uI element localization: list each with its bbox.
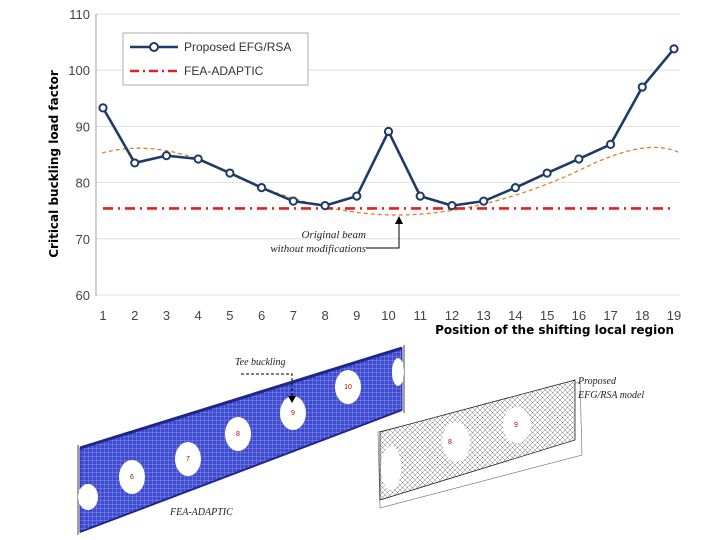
data-point	[288, 196, 298, 206]
annotation-arrow	[366, 222, 400, 249]
efg-web-panel	[379, 379, 576, 501]
x-tick-label: 15	[540, 308, 554, 323]
data-point	[225, 168, 235, 178]
fea-top-flange	[79, 346, 403, 450]
legend-label-efg: Proposed EFG/RSA	[184, 40, 291, 54]
legend-label-fea: FEA-ADAPTIC	[184, 64, 264, 78]
x-tick-label: 10	[381, 308, 395, 323]
y-tick-label: 110	[69, 7, 90, 22]
fea-label: FEA-ADAPTIC	[169, 507, 233, 518]
data-point	[161, 151, 172, 161]
fea-hole-8	[225, 417, 251, 451]
x-tick-label: 4	[195, 308, 202, 323]
fea-hole-9	[280, 396, 306, 430]
x-tick-label: 2	[131, 308, 138, 323]
data-point	[574, 154, 584, 164]
x-tick-label: 13	[476, 308, 490, 323]
tee-buckling-label: Tee buckling	[235, 357, 285, 368]
y-tick-label: 60	[76, 288, 90, 303]
data-point	[415, 191, 425, 201]
fea-mesh-image: 6 7 8 9 10	[77, 345, 405, 535]
tee-buckling-annotation: Tee buckling	[235, 357, 296, 403]
efg-hole-8	[442, 422, 470, 462]
fea-hole-0	[78, 484, 98, 510]
data-point	[669, 44, 679, 54]
original-beam-annotation: Original beam without modifications	[270, 216, 403, 255]
fea-hole-6	[119, 460, 145, 494]
x-tick-label: 16	[572, 308, 586, 323]
data-point	[637, 82, 647, 92]
efg-mesh-image: 8 9	[377, 379, 583, 509]
x-tick-label: 6	[258, 308, 265, 323]
x-tick-label: 14	[508, 308, 522, 323]
x-tick-label: 5	[226, 308, 233, 323]
data-point	[447, 201, 457, 211]
x-tick-label: 12	[445, 308, 459, 323]
x-tick-label: 3	[163, 308, 170, 323]
x-tick-labels: 1 2 3 4 5 6 7 8 9 10 11 12 13 14 15 16 17 18 19	[99, 308, 681, 323]
fea-bottom-flange	[79, 409, 403, 533]
data-point	[542, 168, 552, 178]
legend-box	[122, 32, 309, 86]
data-point	[510, 183, 520, 193]
x-axis-title: Position of the shifting local region	[435, 323, 674, 337]
fea-hole-label-6: 6	[130, 474, 134, 481]
annotation-line-2: without modifications	[270, 243, 366, 255]
data-point	[479, 196, 489, 206]
data-point	[383, 126, 394, 137]
data-point	[352, 191, 362, 201]
efg-hole-label-9: 9	[514, 422, 518, 429]
legend: Proposed EFG/RSA FEA-ADAPTIC	[122, 32, 309, 86]
efg-label-line-1: Proposed	[577, 376, 617, 387]
legend-marker-efg	[149, 42, 159, 52]
y-tick-label: 100	[68, 63, 90, 78]
fea-hole-label-10: 10	[344, 384, 352, 391]
fea-hole-label-7: 7	[186, 456, 190, 463]
data-point	[98, 103, 108, 113]
annotation-arrowhead	[395, 216, 403, 224]
y-tick-label: 90	[76, 119, 90, 134]
data-point	[320, 201, 330, 211]
annotation-line-1: Original beam	[302, 229, 367, 241]
x-tick-label: 1	[99, 308, 106, 323]
y-tick-labels: 60 70 80 90 100 110	[68, 7, 90, 303]
data-point	[257, 183, 267, 193]
data-point	[193, 154, 203, 164]
efg-label-line-2: EFG/RSA model	[577, 390, 644, 401]
fea-hole-label-8: 8	[236, 431, 240, 438]
x-tick-label: 17	[603, 308, 617, 323]
x-tick-label: 19	[667, 308, 681, 323]
x-tick-label: 18	[635, 308, 649, 323]
efg-hole-label-8: 8	[448, 439, 452, 446]
fea-hole-label-9: 9	[291, 410, 295, 417]
x-tick-label: 7	[290, 308, 297, 323]
tee-buckling-arrowhead	[288, 396, 296, 403]
tee-buckling-arrow	[241, 373, 293, 398]
efg-hole-edge	[381, 446, 401, 490]
fea-hole-7	[175, 442, 201, 476]
efg-hole-9	[503, 407, 531, 443]
series-proposed-efg	[98, 44, 679, 211]
data-point	[130, 158, 140, 168]
fea-hole-10	[335, 370, 361, 404]
y-axis-title: Critical buckling load factor	[47, 70, 61, 258]
data-point	[605, 139, 616, 149]
x-tick-label: 9	[353, 308, 360, 323]
x-tick-label: 11	[413, 308, 427, 323]
y-tick-label: 80	[76, 176, 90, 191]
x-tick-label: 8	[321, 308, 328, 323]
fea-hole-edge	[392, 358, 404, 386]
y-tick-label: 70	[76, 232, 90, 247]
